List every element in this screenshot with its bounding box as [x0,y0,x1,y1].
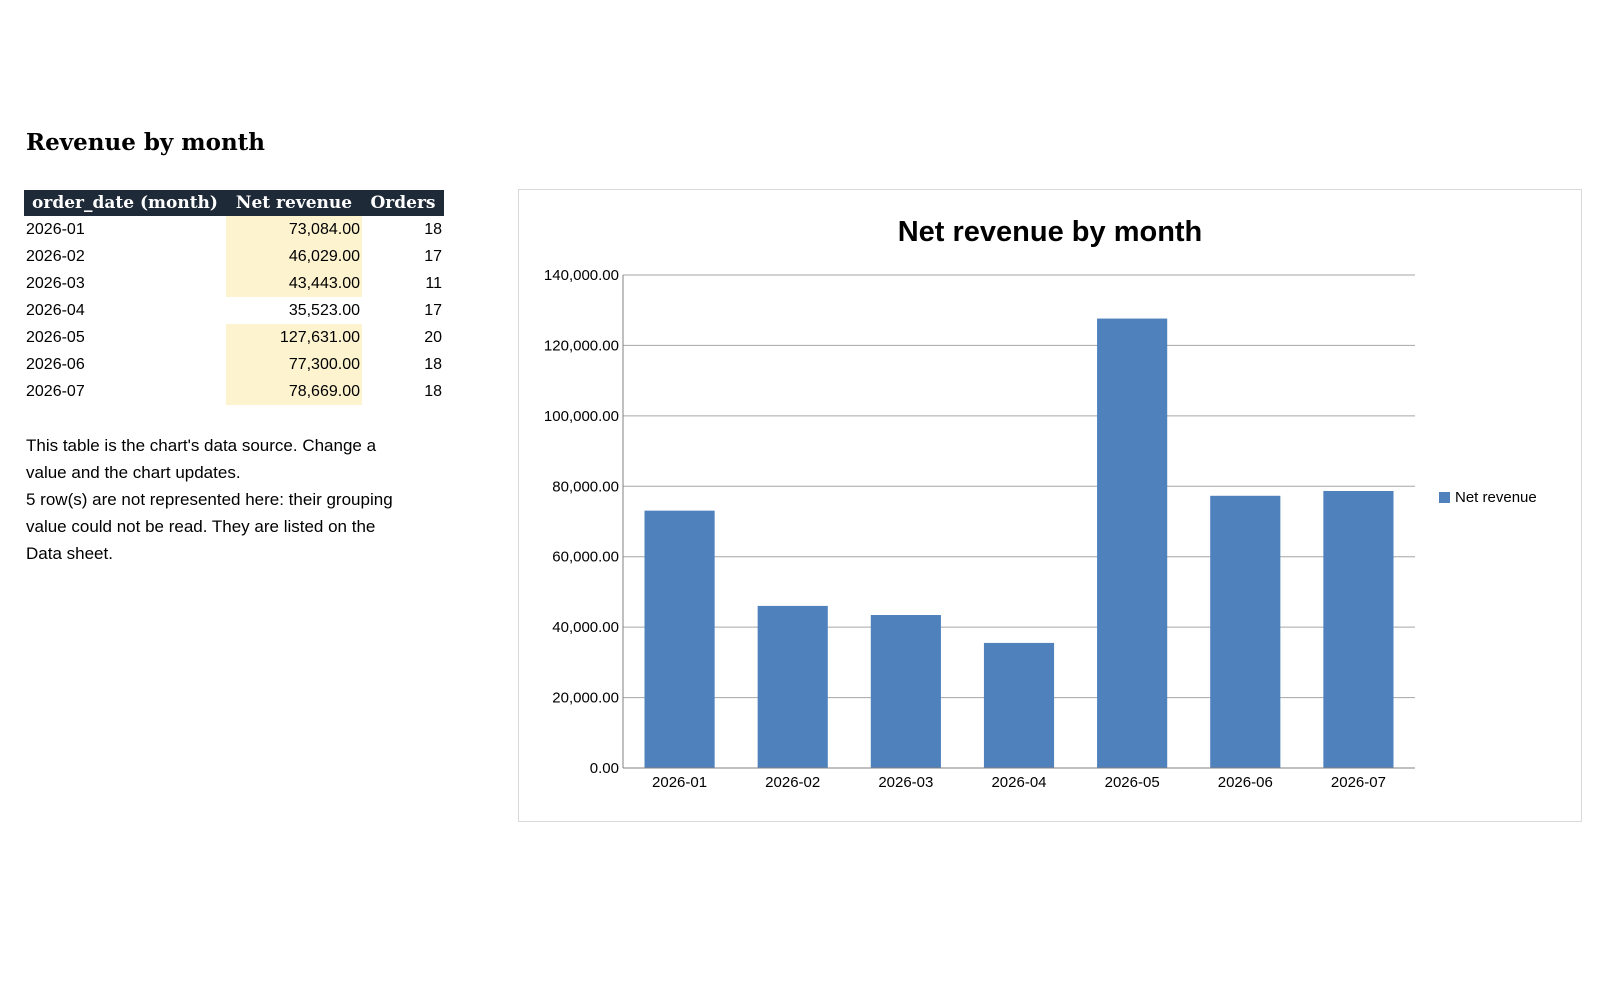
table-row: 2026-04 35,523.00 17 [24,297,444,324]
note-line-2: 5 row(s) are not represented here: their… [26,490,393,563]
grid-lines [623,274,1415,769]
cell-month[interactable]: 2026-06 [26,355,85,373]
cell-orders[interactable]: 18 [424,355,442,373]
legend: Net revenue [1439,489,1537,506]
cell-month[interactable]: 2026-04 [26,301,85,319]
cell-net-revenue[interactable]: 78,669.00 [226,378,362,405]
cell-month[interactable]: 2026-01 [26,220,85,238]
cell-orders[interactable]: 17 [424,301,442,319]
y-tick-label: 80,000.00 [552,478,619,495]
y-tick-label: 140,000.00 [544,267,619,284]
bar-2026-06[interactable] [1210,495,1281,768]
cell-orders[interactable]: 18 [424,382,442,400]
y-tick-label: 40,000.00 [552,619,619,636]
bar-chart: Net revenue by month 0.00 20,000.00 40,000… [544,216,1537,791]
y-tick-label: 20,000.00 [552,690,619,707]
cell-net-revenue[interactable]: 73,084.00 [226,216,362,243]
x-tick-label: 2026-01 [652,774,707,791]
legend-label: Net revenue [1455,489,1537,506]
y-tick-label: 100,000.00 [544,408,619,425]
x-tick-label: 2026-04 [991,774,1046,791]
cell-month[interactable]: 2026-02 [26,247,85,265]
column-header-net-revenue[interactable]: Net revenue [226,190,362,216]
table-row: 2026-02 46,029.00 17 [24,243,444,270]
table-row: 2026-01 73,084.00 18 [24,216,444,243]
table-header-row: order_date (month) Net revenue Orders [24,190,444,216]
bars [644,318,1394,768]
chart-container[interactable]: Net revenue by month 0.00 20,000.00 40,000… [518,189,1582,822]
x-tick-label: 2026-06 [1218,774,1273,791]
cell-month[interactable]: 2026-07 [26,382,85,400]
bar-2026-07[interactable] [1323,490,1394,768]
x-tick-label: 2026-05 [1105,774,1160,791]
bar-2026-02[interactable] [757,605,828,768]
bar-2026-04[interactable] [983,642,1055,768]
y-tick-label: 60,000.00 [552,549,619,566]
page-title: Revenue by month [26,129,266,156]
y-tick-label: 0.00 [590,760,619,777]
data-source-note: This table is the chart's data source. C… [26,432,406,567]
table-row: 2026-03 43,443.00 11 [24,270,444,297]
revenue-table: order_date (month) Net revenue Orders 20… [24,190,444,405]
cell-orders[interactable]: 20 [424,328,442,346]
cell-net-revenue[interactable]: 46,029.00 [226,243,362,270]
bar-2026-01[interactable] [644,510,715,768]
table-row: 2026-05 127,631.00 20 [24,324,444,351]
legend-swatch [1439,492,1450,503]
cell-net-revenue[interactable]: 127,631.00 [226,324,362,351]
cell-net-revenue[interactable]: 43,443.00 [226,270,362,297]
note-line-1: This table is the chart's data source. C… [26,436,377,482]
cell-net-revenue[interactable]: 77,300.00 [226,351,362,378]
cell-orders[interactable]: 18 [424,220,442,238]
cell-orders[interactable]: 11 [425,274,442,292]
y-tick-label: 120,000.00 [544,337,619,354]
table-body: 2026-01 73,084.00 18 2026-02 46,029.00 17 2026… [24,216,444,405]
table-row: 2026-07 78,669.00 18 [24,378,444,405]
cell-month[interactable]: 2026-05 [26,328,85,346]
cell-orders[interactable]: 17 [424,247,442,265]
cell-month[interactable]: 2026-03 [26,274,85,292]
bar-2026-03[interactable] [870,615,941,768]
chart-title: Net revenue by month [898,216,1203,248]
axes: 0.00 20,000.00 40,000.00 60,000.00 80,000.00… [544,267,1415,791]
table-row: 2026-06 77,300.00 18 [24,351,444,378]
x-tick-label: 2026-07 [1331,774,1386,791]
bar-2026-05[interactable] [1097,318,1168,768]
cell-net-revenue[interactable]: 35,523.00 [288,301,360,319]
x-tick-label: 2026-02 [765,774,820,791]
column-header-orders[interactable]: Orders [362,190,444,216]
column-header-month[interactable]: order_date (month) [24,190,226,216]
x-tick-label: 2026-03 [878,774,933,791]
